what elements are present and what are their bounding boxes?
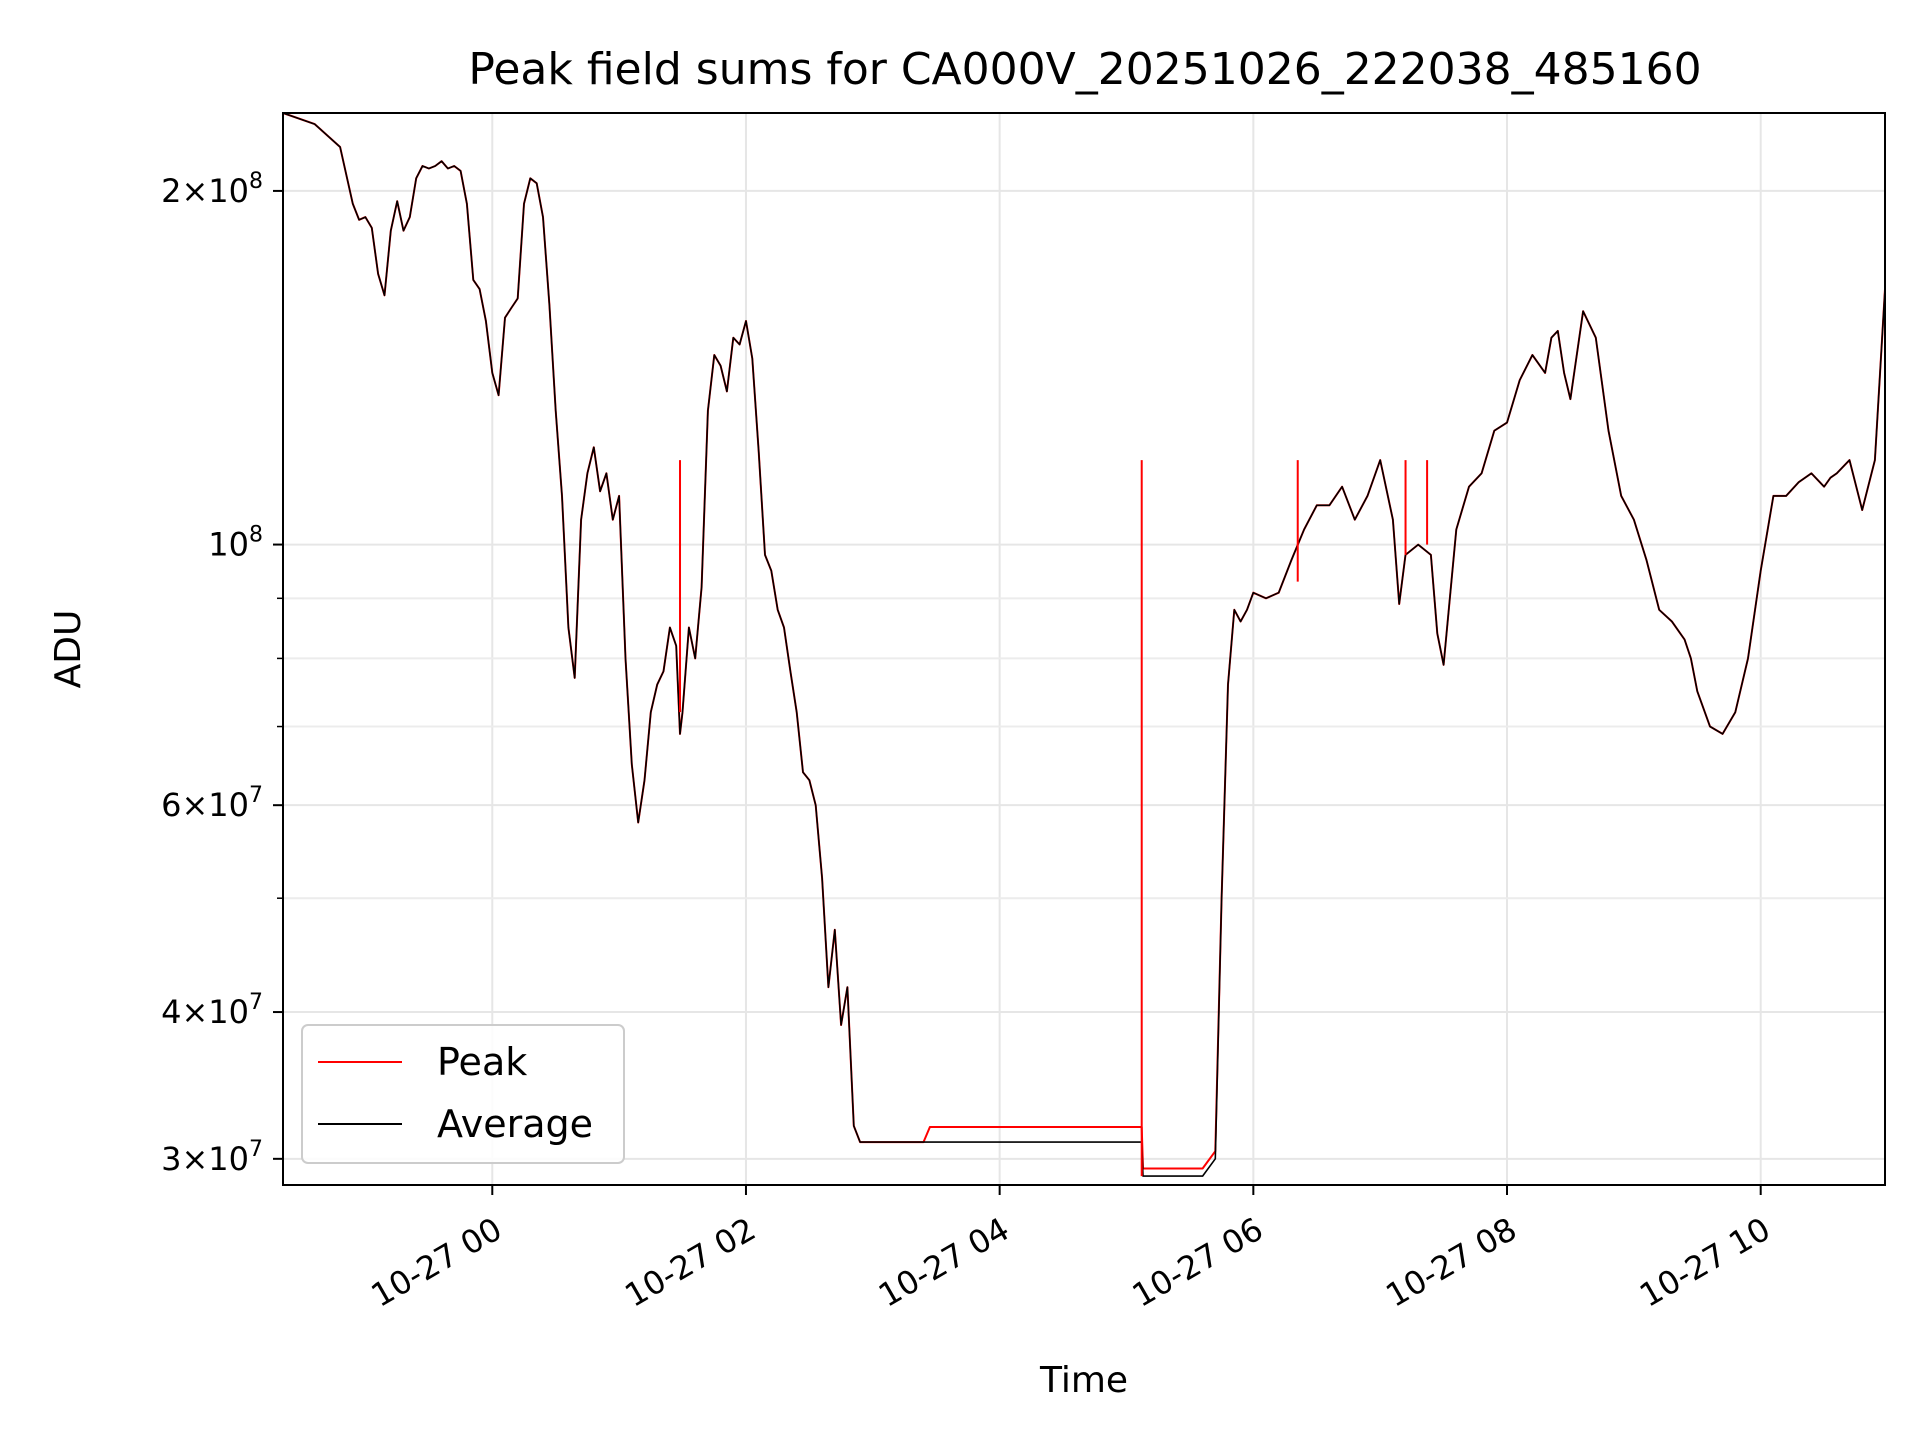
y-axis: 3×107 4×107 6×107 108 2×108 bbox=[161, 169, 283, 1178]
y-tick-label-0: 3×107 bbox=[161, 1137, 263, 1178]
y-axis-label: ADU bbox=[48, 610, 89, 689]
y-tick-label-3: 108 bbox=[208, 523, 263, 564]
y-grid bbox=[283, 189, 1885, 1160]
spikes bbox=[679, 460, 1429, 1177]
y-tick-label-1: 4×107 bbox=[161, 990, 263, 1031]
x-axis-label: Time bbox=[1039, 1360, 1128, 1401]
y-tick-label-2: 6×107 bbox=[161, 783, 263, 824]
series-line-average bbox=[282, 112, 1886, 1177]
legend: Peak Average bbox=[301, 1024, 625, 1164]
legend-label-peak: Peak bbox=[437, 1040, 527, 1084]
plot-frame bbox=[282, 112, 1886, 1186]
y-tick-label-4: 2×108 bbox=[161, 169, 263, 210]
x-grid bbox=[491, 113, 1762, 1185]
plot-lines bbox=[282, 112, 1886, 1177]
chart-title: Peak field sums for CA000V_20251026_2220… bbox=[468, 44, 1701, 95]
legend-frame bbox=[301, 1024, 625, 1164]
legend-label-average: Average bbox=[437, 1102, 593, 1146]
